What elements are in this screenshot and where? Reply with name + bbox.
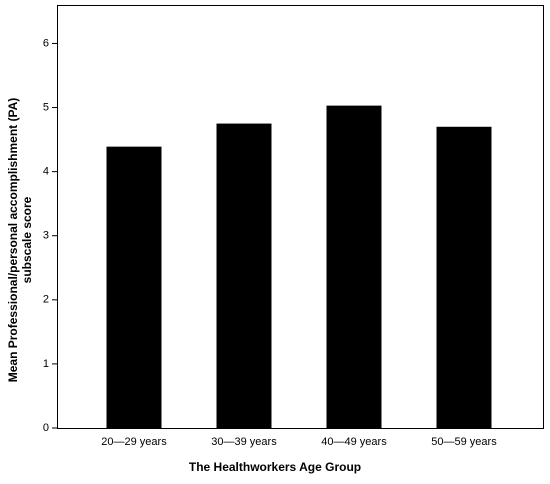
y-axis-title: Mean Professional/personal accomplishmen… [6,98,34,383]
y-tick-label: 5 [43,101,49,113]
y-tick-label: 6 [43,37,49,49]
plot-frame [57,5,544,429]
x-tick-label: 30—39 years [211,436,277,448]
bar [436,126,492,428]
y-axis-title-line: Mean Professional/personal accomplishmen… [6,98,20,383]
x-tick-label: 20—29 years [101,436,167,448]
y-axis-title-line: subscale score [20,196,34,283]
x-tick-label: 40—49 years [321,436,387,448]
bar [216,123,272,429]
bar [326,105,382,428]
y-tick-label: 0 [43,422,49,434]
y-tick-label: 4 [43,166,49,178]
bar [106,146,162,428]
y-tick-label: 2 [43,294,49,306]
y-tick-label: 3 [43,230,49,242]
x-tick-label: 50—59 years [431,436,497,448]
y-tick-label: 1 [43,358,49,370]
x-axis-title: The Healthworkers Age Group [189,460,361,474]
